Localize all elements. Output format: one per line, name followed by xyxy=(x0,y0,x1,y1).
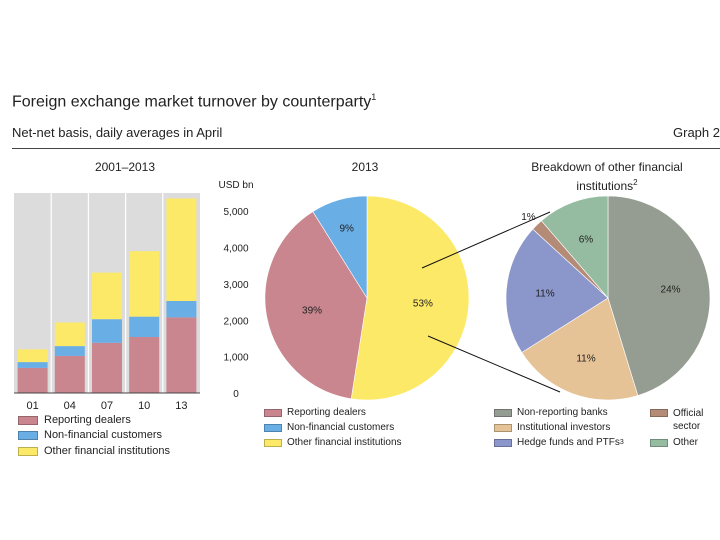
y-tick-label: 3,000 xyxy=(223,280,248,291)
legend-swatch xyxy=(494,408,512,417)
x-tick-label: 07 xyxy=(101,400,113,412)
chart-subtitle: Net-net basis, daily averages in April xyxy=(12,125,223,140)
x-tick-label: 04 xyxy=(64,400,76,412)
bar-segment xyxy=(17,367,48,393)
legend-swatch xyxy=(494,423,512,432)
legend-item-other: Other xyxy=(650,437,698,448)
legend-item-non-reporting-banks: Non-reporting banks xyxy=(494,407,608,418)
bar-segment xyxy=(54,322,85,347)
legend-swatch xyxy=(650,409,668,417)
bar-segment xyxy=(129,251,160,317)
pie-slice-non-reporting-banks xyxy=(607,195,711,396)
legend-swatch xyxy=(18,415,38,425)
pie-slice-label: 24% xyxy=(661,285,681,296)
bar-segment xyxy=(92,342,122,393)
pie-connector-lines xyxy=(421,211,561,393)
bar-segment xyxy=(166,317,197,393)
legend-item-institutional-investors: Institutional investors xyxy=(494,422,610,433)
legend-swatch xyxy=(494,438,512,447)
legend-swatch xyxy=(264,408,282,417)
bar-segment xyxy=(92,272,122,320)
legend-swatch xyxy=(650,438,668,447)
legend-item-other-financial-2013: Other financial institutions xyxy=(264,437,402,448)
pie-slice-other xyxy=(540,195,609,299)
y-tick-label: 1,000 xyxy=(223,353,248,364)
y-tick-label: 0 xyxy=(233,389,239,400)
bar-segment xyxy=(17,362,48,368)
breakdown-title: Breakdown of other financial institution… xyxy=(531,160,683,193)
y-tick-label: 2,000 xyxy=(223,316,248,327)
bar-segment xyxy=(166,301,197,318)
pie-slice-label: 11% xyxy=(535,288,554,299)
pie-slice-label: 39% xyxy=(302,305,322,316)
bar-segment xyxy=(129,337,160,393)
x-tick-label: 13 xyxy=(175,400,187,412)
bar-panel-title: 2001–2013 xyxy=(94,160,156,174)
legend-swatch xyxy=(18,430,38,440)
pie-slice-other-financial-institutions xyxy=(350,195,470,401)
y-tick-label: 5,000 xyxy=(223,207,248,218)
connector-line-bottom xyxy=(427,335,561,393)
pie-2013-title: 2013 xyxy=(351,160,379,174)
pie-slice-reporting-dealers xyxy=(264,211,368,400)
pie-slice-label: 6% xyxy=(579,235,594,246)
x-tick-label: 10 xyxy=(138,400,150,412)
pie-slice-hedge-funds-and-ptfs xyxy=(505,228,609,353)
legend-item-reporting-dealers: Reporting dealers xyxy=(18,414,131,426)
pie-chart-breakdown: 24% 11% 11% 1% 6% xyxy=(505,195,711,401)
chart-title: Foreign exchange market turnover by coun… xyxy=(12,92,377,111)
legend-item-reporting-dealers-2013: Reporting dealers xyxy=(264,407,366,418)
legend-swatch xyxy=(18,446,38,456)
bar-segment xyxy=(54,346,85,356)
legend-item-hedge-funds: Hedge funds and PTFs 3 xyxy=(494,437,624,448)
y-axis-unit: USD bn xyxy=(218,180,253,191)
graph-number: Graph 2 xyxy=(673,125,720,140)
stacked-bar-chart: 01 04 07 10 13 USD bn 0 1,000 2,000 3,000 4,000 5,0… xyxy=(14,180,254,412)
bar-segment xyxy=(92,319,122,343)
legend-item-non-financial: Non-financial customers xyxy=(18,429,162,441)
pie-slice-non-financial-customers xyxy=(312,195,368,300)
legend-item-other-financial: Other financial institutions xyxy=(18,445,170,457)
pie-slice-label: 1% xyxy=(521,212,536,223)
bar-segment xyxy=(54,355,85,393)
pie-chart-2013: 53% 39% 9% xyxy=(264,195,470,401)
x-tick-label: 01 xyxy=(26,400,38,412)
pie-slice-label: 11% xyxy=(576,353,595,364)
legend-swatch xyxy=(264,423,282,432)
pie-slice-institutional-investors xyxy=(521,297,639,401)
y-tick-label: 4,000 xyxy=(223,244,248,255)
pie-slice-label: 53% xyxy=(413,298,433,309)
pie-slice-label: 9% xyxy=(339,223,354,234)
header-rule xyxy=(12,148,720,149)
bar-segment xyxy=(166,198,197,301)
connector-line-top xyxy=(421,211,551,269)
legend-item-official-sector: Official sector xyxy=(650,407,703,433)
legend-swatch xyxy=(264,438,282,447)
bar-segment xyxy=(129,316,160,337)
legend-item-non-financial-2013: Non-financial customers xyxy=(264,422,394,433)
bar-segment xyxy=(17,349,48,363)
